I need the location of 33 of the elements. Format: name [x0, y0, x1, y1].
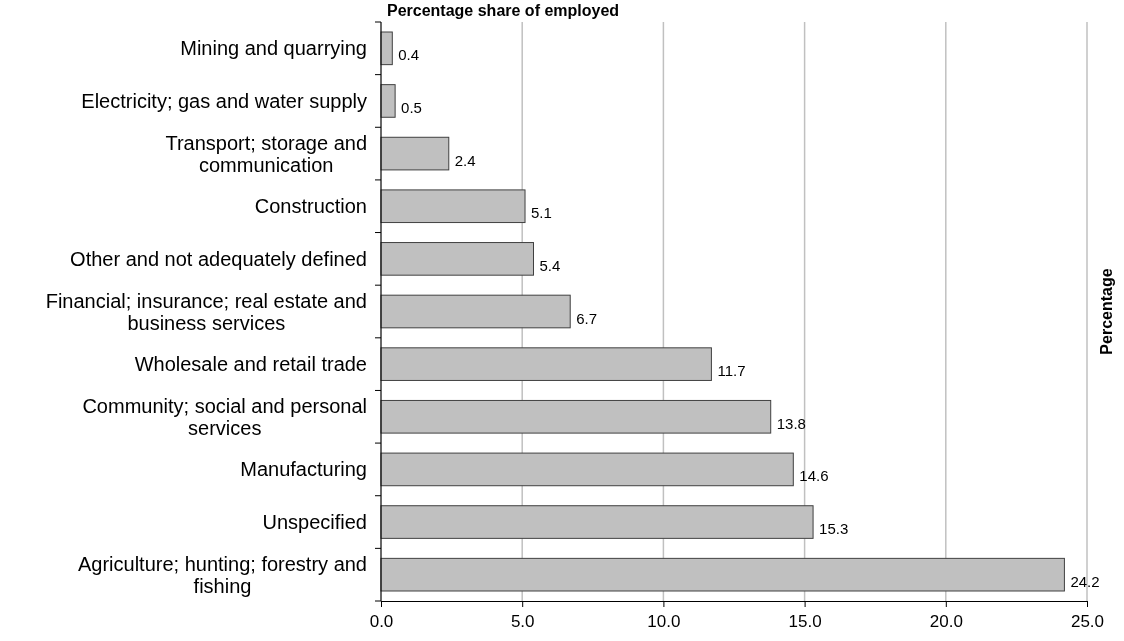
y-tick-label: Wholesale and retail trade [134, 353, 367, 376]
bar [380, 136, 450, 171]
x-tick-label: 20.0 [929, 612, 963, 631]
y-tick-label: Electricity; gas and water supply [81, 89, 367, 112]
data-label: 11.7 [717, 362, 746, 380]
data-label: 5.1 [531, 204, 552, 222]
x-tick-label: 5.0 [510, 612, 535, 631]
x-tick-label: 25.0 [1070, 612, 1105, 631]
data-label: 24.2 [1070, 572, 1100, 590]
y-tick-label: Construction [254, 195, 367, 218]
y-tick-label: Agriculture; hunting; forestry and fishing [77, 552, 367, 597]
data-label: 0.5 [401, 98, 422, 116]
data-label: 15.3 [819, 520, 849, 538]
data-label: 14.6 [799, 467, 829, 485]
data-label: 13.8 [776, 414, 806, 432]
chart-title: Percentage share of employed [387, 2, 620, 19]
y-tick-label: Other and not adequately defined [70, 247, 367, 270]
data-label: 2.4 [454, 151, 476, 169]
x-tick-label: 15.0 [788, 612, 822, 631]
y-tick-label: Unspecified [262, 511, 367, 534]
x-tick-label: 10.0 [647, 612, 681, 631]
y-tick-label: Community; social and personal services [82, 394, 367, 439]
x-tick-label: 0.0 [369, 612, 394, 631]
y-tick-label: Mining and quarrying [180, 37, 367, 60]
bar [380, 31, 393, 66]
data-label: 5.4 [539, 256, 561, 274]
bar [380, 84, 396, 118]
data-label: 6.7 [576, 309, 598, 327]
y-tick-label: Financial; insurance; real estate and business services [45, 289, 367, 334]
y-tick-label: Transport; storage and communication [165, 131, 367, 176]
y-tick-label: Manufacturing [240, 458, 367, 481]
y2-axis-title: Percentage [1098, 268, 1115, 355]
data-label: 0.4 [398, 46, 420, 64]
